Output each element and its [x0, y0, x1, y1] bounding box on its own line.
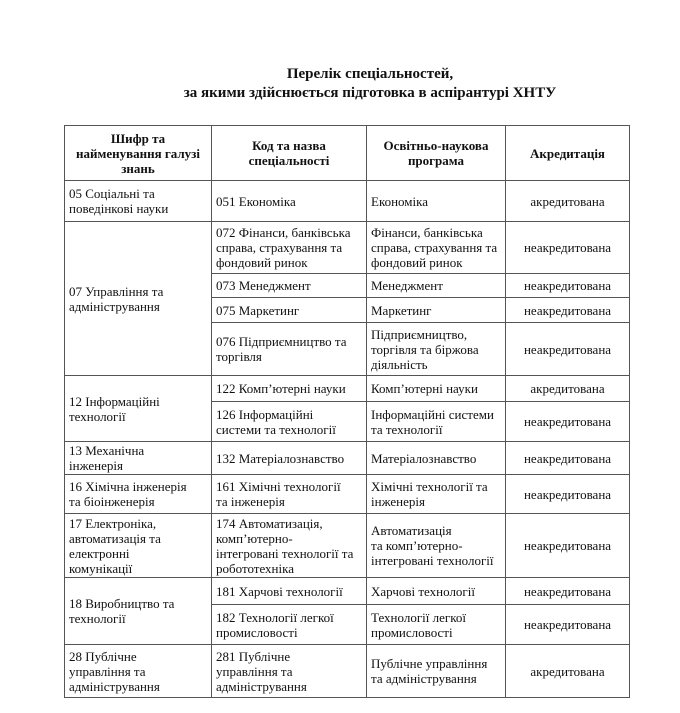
accreditation-cell: неакредитована: [505, 322, 630, 376]
specialties-table: Шифр та найменування галузі знань Код та…: [64, 125, 630, 698]
accreditation-cell: акредитована: [505, 180, 630, 222]
accreditation-cell: неакредитована: [505, 401, 630, 442]
header-accreditation: Акредитація: [505, 125, 630, 181]
field-cell: 16 Хімічна інженерія та біоінженерія: [64, 474, 212, 514]
specialty-cell: 281 Публічне управління та адмініструван…: [211, 644, 367, 698]
program-cell: Харчові технології: [366, 577, 506, 605]
header-code: Код та назва спеціальності: [211, 125, 367, 181]
specialty-cell: 126 Інформаційні системи та технології: [211, 401, 367, 442]
accreditation-cell: акредитована: [505, 375, 630, 402]
specialty-cell: 182 Технології легкої промисловості: [211, 604, 367, 645]
document-title-line1: Перелік спеціальностей,: [286, 66, 454, 82]
table-row: 12 Інформаційні технології 122 Комп’ютерн…: [64, 375, 630, 442]
program-cell: Хімічні технології та інженерія: [366, 474, 506, 514]
table-row: 05 Соціальні та поведінкові науки 051 Еко…: [64, 180, 630, 222]
program-cell: Технології легкої промисловості: [366, 604, 506, 645]
specialty-cell: 073 Менеджмент: [211, 273, 367, 298]
field-cell: 17 Електроніка, автоматизація та електро…: [64, 513, 212, 578]
field-cell: 18 Виробництво та технології: [64, 577, 212, 645]
accreditation-cell: неакредитована: [505, 577, 630, 605]
accreditation-cell: неакредитована: [505, 604, 630, 645]
specialty-cell: 174 Автоматизація, комп’ютерно- інтегров…: [211, 513, 367, 578]
specialty-cell: 181 Харчові технології: [211, 577, 367, 605]
accreditation-cell: неакредитована: [505, 273, 630, 298]
table-row: 182 Технології легкої промисловості Техн…: [65, 604, 630, 645]
specialty-cell: 122 Комп’ютерні науки: [211, 375, 367, 402]
table-row: 075 Маркетинг Маркетинг неакредитована: [65, 297, 630, 323]
specialty-cell: 161 Хімічні технології та інженерія: [211, 474, 367, 514]
program-cell: Автоматизація та комп’ютерно- інтегрован…: [366, 513, 506, 578]
accreditation-cell: неакредитована: [505, 513, 630, 578]
program-cell: Комп’ютерні науки: [366, 375, 506, 402]
table-row: 17 Електроніка, автоматизація та електро…: [64, 513, 630, 578]
table-row: 076 Підприємництво та торгівля Підприємни…: [65, 322, 630, 376]
table-header-row: Шифр та найменування галузі знань Код та…: [64, 125, 630, 181]
table-row: 126 Інформаційні системи та технології Ін…: [65, 401, 630, 442]
specialty-cell: 076 Підприємництво та торгівля: [211, 322, 367, 376]
table-row: 28 Публічне управління та адмініструванн…: [64, 644, 630, 698]
field-cell: 28 Публічне управління та адмініструванн…: [64, 644, 212, 698]
table-row: 16 Хімічна інженерія та біоінженерія 161 …: [64, 474, 630, 514]
specialty-cell: 132 Матеріалознавство: [211, 441, 367, 475]
program-cell: Публічне управління та адміністрування: [366, 644, 506, 698]
program-cell: Економіка: [366, 180, 506, 222]
program-cell: Менеджмент: [366, 273, 506, 298]
field-cell: 12 Інформаційні технології: [64, 375, 212, 442]
table-row: 18 Виробництво та технології 181 Харчові …: [64, 577, 630, 645]
accreditation-cell: неакредитована: [505, 474, 630, 514]
field-cell: 05 Соціальні та поведінкові науки: [64, 180, 212, 222]
document-title-line2: за якими здійснюється підготовка в аспір…: [183, 85, 557, 101]
header-program: Освітньо-наукова програма: [366, 125, 506, 181]
table-row: 13 Механічна інженерія 132 Матеріалознавс…: [64, 441, 630, 475]
field-cell: 07 Управління та адміністрування: [64, 221, 212, 376]
table-row: 073 Менеджмент Менеджмент неакредитована: [65, 273, 630, 298]
specialty-cell: 075 Маркетинг: [211, 297, 367, 323]
header-field: Шифр та найменування галузі знань: [64, 125, 212, 181]
accreditation-cell: неакредитована: [505, 441, 630, 475]
program-cell: Фінанси, банківська справа, страхування …: [366, 221, 506, 274]
program-cell: Підприємництво, торгівля та біржова діял…: [366, 322, 506, 376]
specialty-cell: 072 Фінанси, банківська справа, страхува…: [211, 221, 367, 274]
program-cell: Маркетинг: [366, 297, 506, 323]
field-cell: 13 Механічна інженерія: [64, 441, 212, 475]
program-cell: Інформаційні системи та технології: [366, 401, 506, 442]
accreditation-cell: неакредитована: [505, 297, 630, 323]
accreditation-cell: неакредитована: [505, 221, 630, 274]
specialty-cell: 051 Економіка: [211, 180, 367, 222]
table-row: 07 Управління та адміністрування 072 Фіна…: [64, 221, 630, 376]
program-cell: Матеріалознавство: [366, 441, 506, 475]
accreditation-cell: акредитована: [505, 644, 630, 698]
